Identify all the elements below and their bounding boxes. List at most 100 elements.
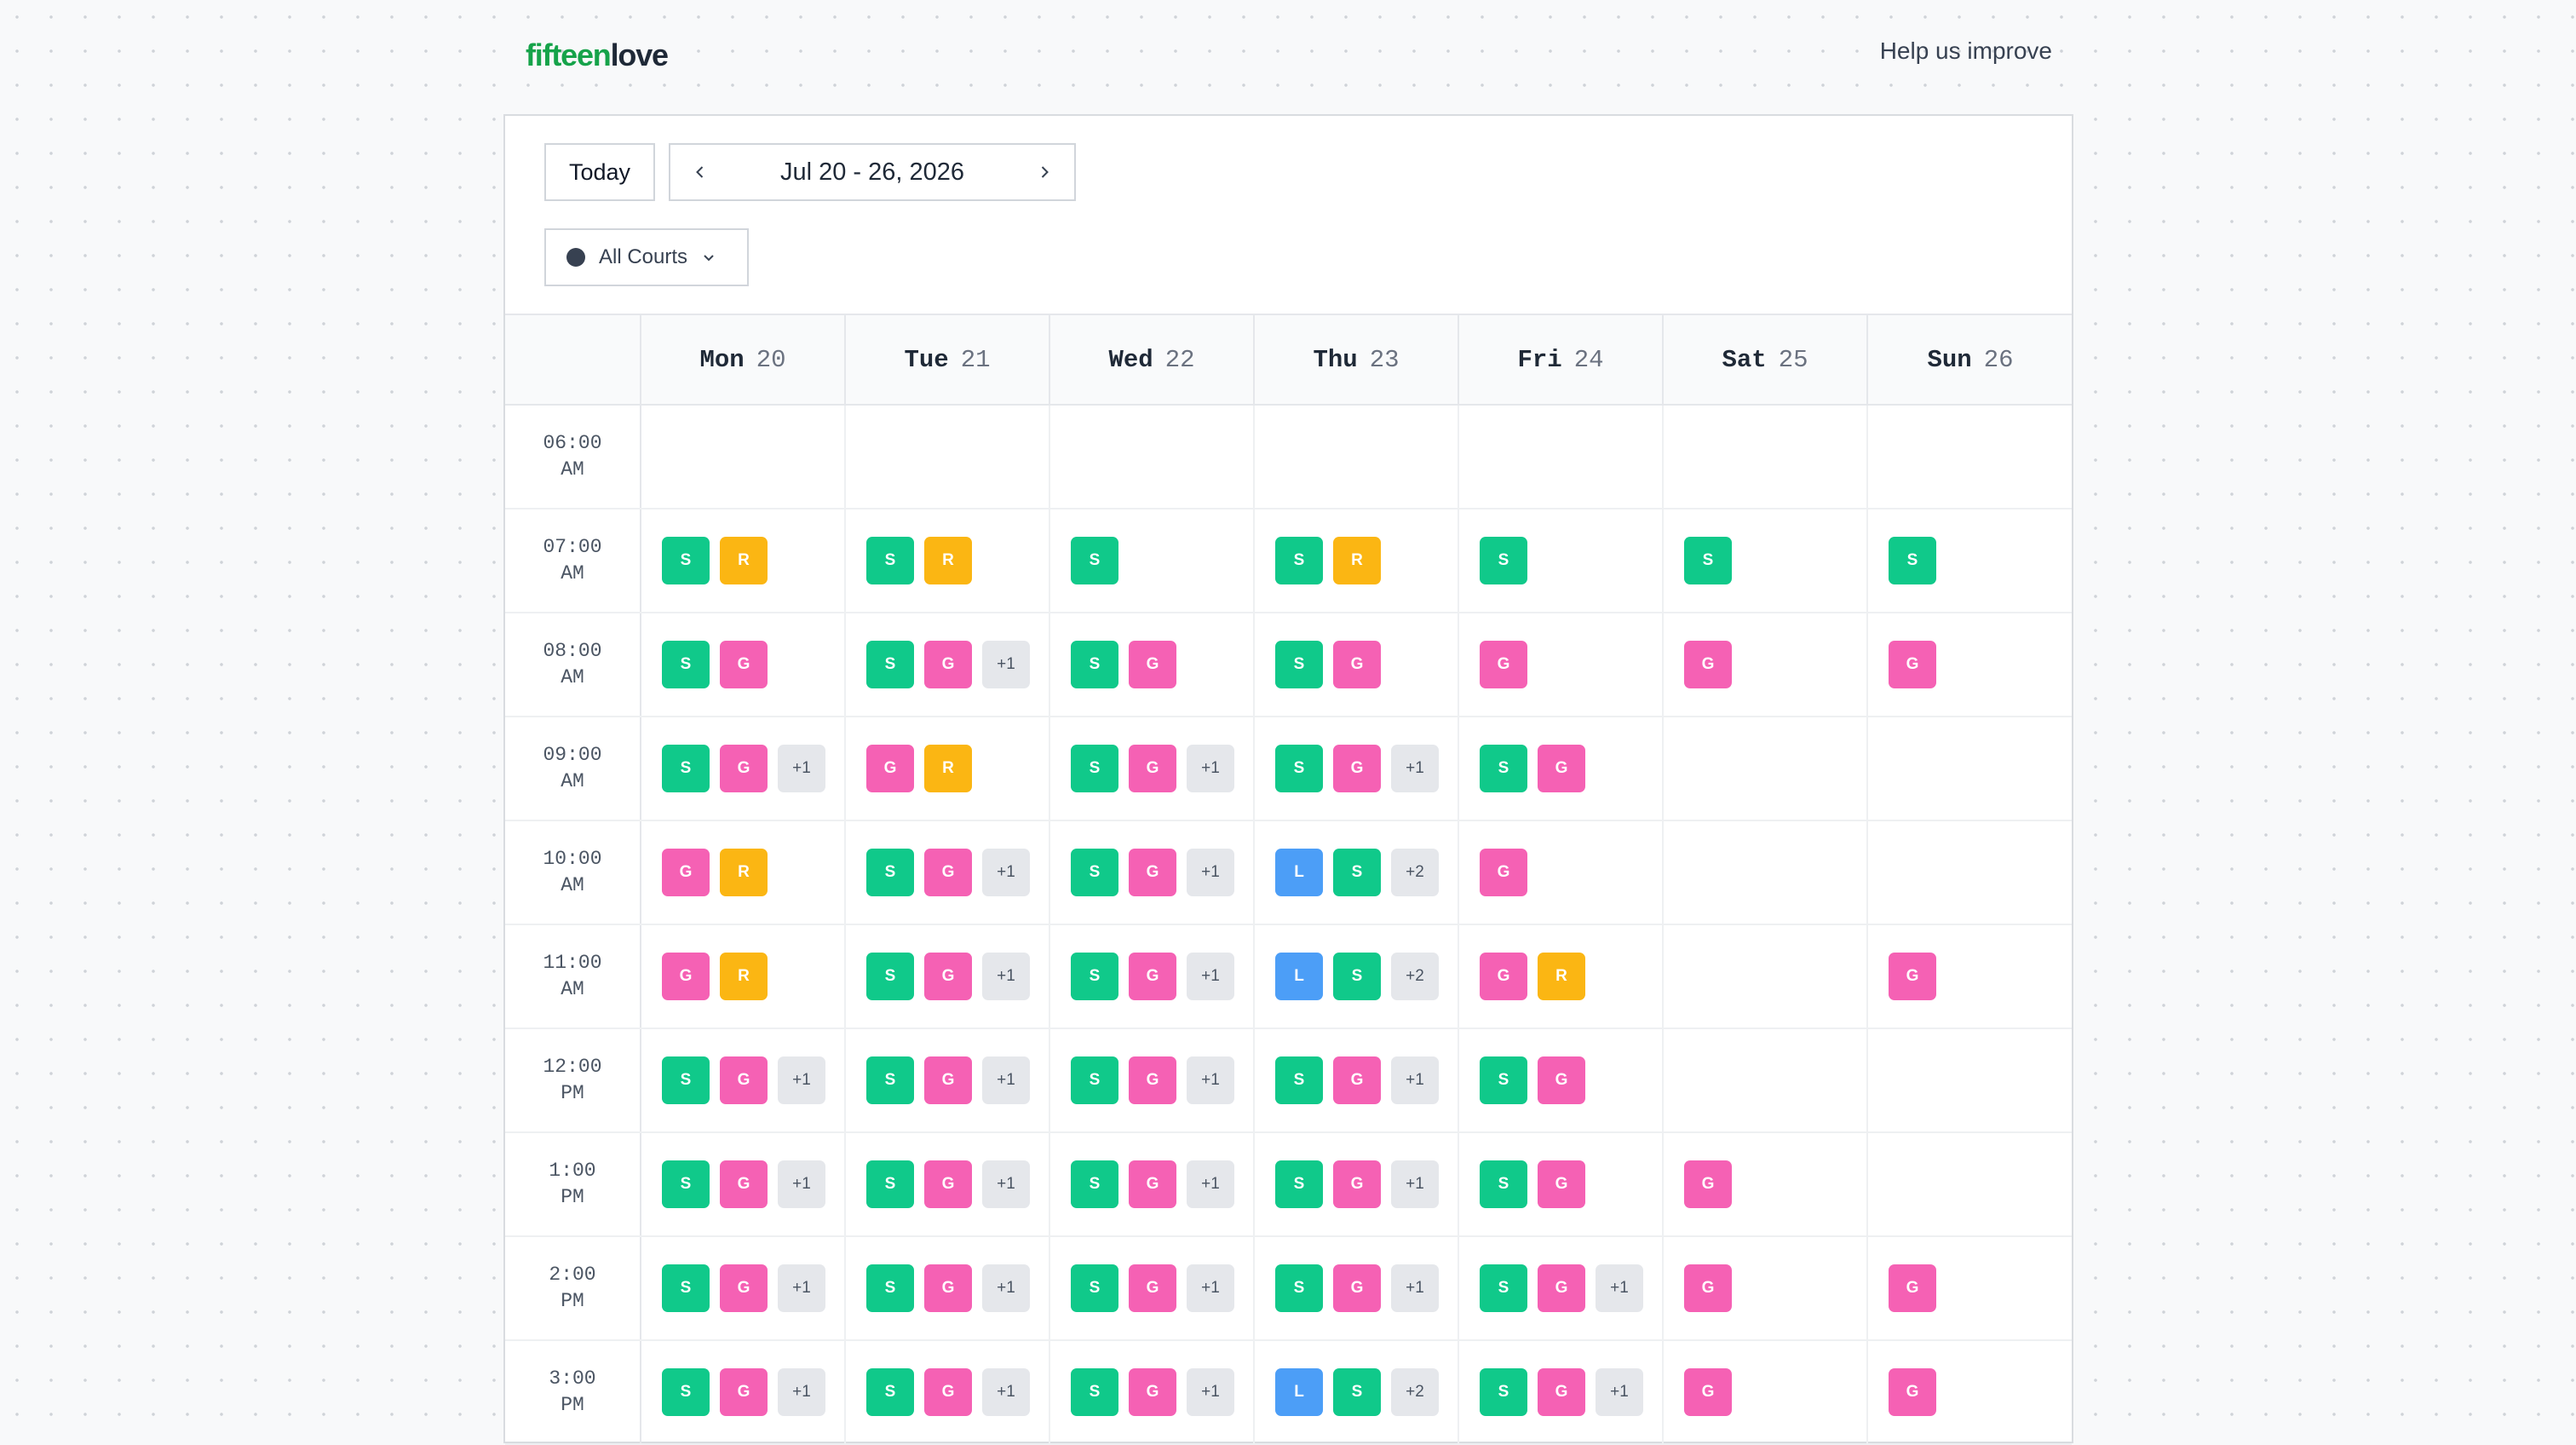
booking-chip-r[interactable]: R xyxy=(924,537,972,584)
booking-chip-l[interactable]: L xyxy=(1275,953,1323,1000)
more-bookings-chip[interactable]: +1 xyxy=(778,1160,825,1208)
booking-chip-g[interactable]: G xyxy=(1538,1264,1585,1312)
more-bookings-chip[interactable]: +1 xyxy=(982,849,1030,896)
booking-chip-s[interactable]: S xyxy=(866,849,914,896)
slot-cell[interactable]: G xyxy=(1868,925,2073,1028)
slot-cell[interactable]: S G +1 xyxy=(846,1237,1050,1339)
booking-chip-s[interactable]: S xyxy=(866,1160,914,1208)
slot-cell[interactable]: S G +1 xyxy=(641,1237,846,1339)
slot-cell[interactable]: S xyxy=(1868,509,2073,612)
booking-chip-g[interactable]: G xyxy=(1333,1056,1381,1104)
more-bookings-chip[interactable]: +1 xyxy=(1187,745,1234,792)
booking-chip-g[interactable]: G xyxy=(1684,1160,1732,1208)
booking-chip-s[interactable]: S xyxy=(1684,537,1732,584)
booking-chip-s[interactable]: S xyxy=(1275,537,1323,584)
booking-chip-s[interactable]: S xyxy=(866,641,914,688)
booking-chip-g[interactable]: G xyxy=(924,1056,972,1104)
slot-cell[interactable] xyxy=(1868,1133,2073,1235)
slot-cell[interactable]: S G +1 xyxy=(1459,1237,1664,1339)
more-bookings-chip[interactable]: +1 xyxy=(1596,1368,1643,1416)
booking-chip-s[interactable]: S xyxy=(1480,1264,1527,1312)
more-bookings-chip[interactable]: +1 xyxy=(778,1368,825,1416)
booking-chip-g[interactable]: G xyxy=(1684,1368,1732,1416)
more-bookings-chip[interactable]: +1 xyxy=(982,953,1030,1000)
booking-chip-g[interactable]: G xyxy=(1538,1056,1585,1104)
booking-chip-g[interactable]: G xyxy=(1889,953,1936,1000)
more-bookings-chip[interactable]: +1 xyxy=(778,745,825,792)
more-bookings-chip[interactable]: +1 xyxy=(1187,1160,1234,1208)
booking-chip-r[interactable]: R xyxy=(720,537,768,584)
booking-chip-s[interactable]: S xyxy=(866,1056,914,1104)
slot-cell[interactable]: S G +1 xyxy=(1050,1029,1255,1131)
booking-chip-s[interactable]: S xyxy=(662,745,710,792)
booking-chip-s[interactable]: S xyxy=(1480,537,1527,584)
booking-chip-s[interactable]: S xyxy=(1071,849,1118,896)
slot-cell[interactable]: S G +1 xyxy=(1459,1341,1664,1443)
slot-cell[interactable] xyxy=(1868,1029,2073,1131)
booking-chip-s[interactable]: S xyxy=(1071,1368,1118,1416)
more-bookings-chip[interactable]: +1 xyxy=(1187,1368,1234,1416)
more-bookings-chip[interactable]: +1 xyxy=(778,1264,825,1312)
slot-cell[interactable]: S G +1 xyxy=(846,1029,1050,1131)
more-bookings-chip[interactable]: +1 xyxy=(1391,1056,1439,1104)
booking-chip-g[interactable]: G xyxy=(720,1264,768,1312)
more-bookings-chip[interactable]: +1 xyxy=(982,641,1030,688)
booking-chip-g[interactable]: G xyxy=(1129,1056,1176,1104)
slot-cell[interactable] xyxy=(1050,406,1255,508)
slot-cell[interactable]: G xyxy=(1868,613,2073,716)
slot-cell[interactable]: S G +1 xyxy=(1255,717,1459,820)
more-bookings-chip[interactable]: +1 xyxy=(982,1056,1030,1104)
booking-chip-s[interactable]: S xyxy=(1071,1264,1118,1312)
booking-chip-s[interactable]: S xyxy=(1480,1056,1527,1104)
more-bookings-chip[interactable]: +1 xyxy=(982,1264,1030,1312)
more-bookings-chip[interactable]: +1 xyxy=(982,1160,1030,1208)
booking-chip-r[interactable]: R xyxy=(720,953,768,1000)
slot-cell[interactable] xyxy=(1664,717,1868,820)
booking-chip-g[interactable]: G xyxy=(1889,1368,1936,1416)
more-bookings-chip[interactable]: +1 xyxy=(1187,953,1234,1000)
booking-chip-g[interactable]: G xyxy=(924,1160,972,1208)
booking-chip-r[interactable]: R xyxy=(1333,537,1381,584)
booking-chip-g[interactable]: G xyxy=(1480,953,1527,1000)
booking-chip-g[interactable]: G xyxy=(1684,641,1732,688)
booking-chip-g[interactable]: G xyxy=(1480,849,1527,896)
slot-cell[interactable] xyxy=(641,406,846,508)
slot-cell[interactable] xyxy=(1868,821,2073,924)
more-bookings-chip[interactable]: +1 xyxy=(1391,745,1439,792)
booking-chip-g[interactable]: G xyxy=(1333,1264,1381,1312)
slot-cell[interactable] xyxy=(1664,1029,1868,1131)
slot-cell[interactable] xyxy=(1664,821,1868,924)
more-bookings-chip[interactable]: +1 xyxy=(1187,1056,1234,1104)
booking-chip-g[interactable]: G xyxy=(1889,641,1936,688)
booking-chip-g[interactable]: G xyxy=(720,1056,768,1104)
booking-chip-g[interactable]: G xyxy=(1333,1160,1381,1208)
booking-chip-s[interactable]: S xyxy=(662,1368,710,1416)
slot-cell[interactable] xyxy=(1255,406,1459,508)
more-bookings-chip[interactable]: +1 xyxy=(982,1368,1030,1416)
booking-chip-s[interactable]: S xyxy=(1275,745,1323,792)
slot-cell[interactable]: S G +1 xyxy=(846,1133,1050,1235)
booking-chip-s[interactable]: S xyxy=(662,1160,710,1208)
slot-cell[interactable]: S xyxy=(1050,509,1255,612)
booking-chip-g[interactable]: G xyxy=(924,849,972,896)
booking-chip-g[interactable]: G xyxy=(720,641,768,688)
booking-chip-l[interactable]: L xyxy=(1275,849,1323,896)
chevron-right-icon[interactable] xyxy=(1032,159,1057,185)
booking-chip-s[interactable]: S xyxy=(1333,953,1381,1000)
booking-chip-s[interactable]: S xyxy=(1071,953,1118,1000)
slot-cell[interactable]: S G +1 xyxy=(1255,1029,1459,1131)
booking-chip-g[interactable]: G xyxy=(924,1264,972,1312)
slot-cell[interactable]: S G +1 xyxy=(846,1341,1050,1443)
booking-chip-g[interactable]: G xyxy=(1129,1368,1176,1416)
booking-chip-g[interactable]: G xyxy=(720,745,768,792)
